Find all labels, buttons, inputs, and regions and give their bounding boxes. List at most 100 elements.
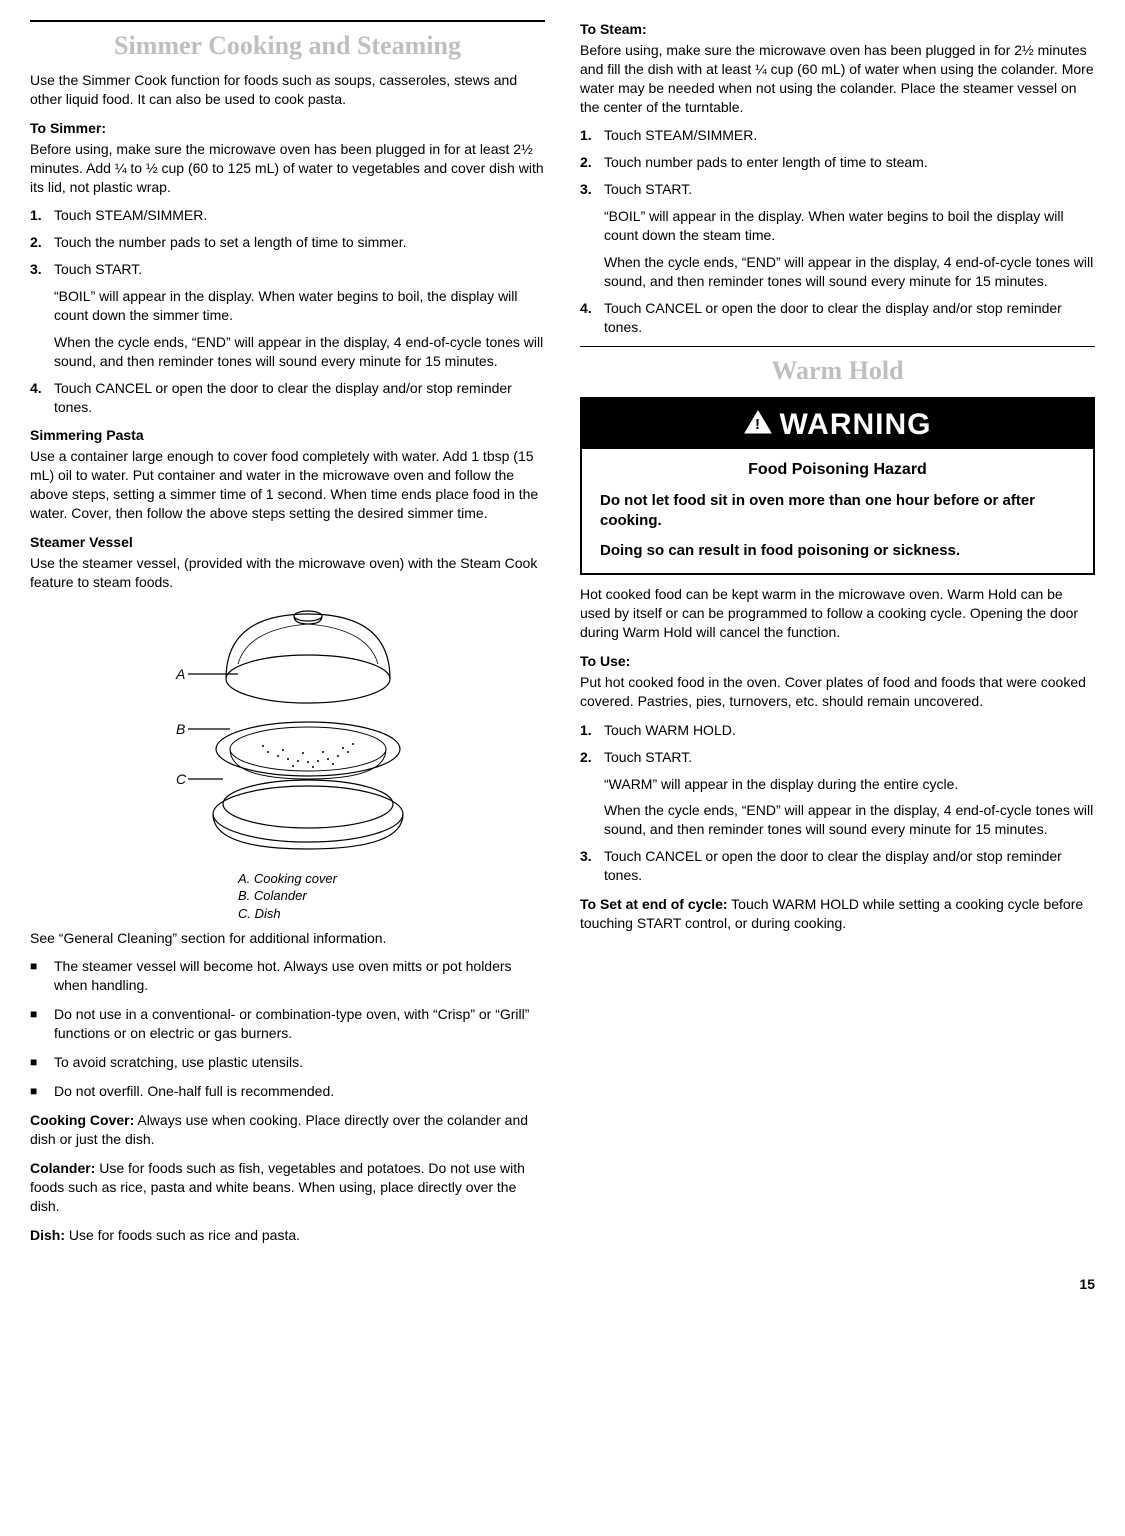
step-text: When the cycle ends, “END” will appear i… [604,801,1095,839]
step-number: 4. [30,379,54,417]
step-body: Touch CANCEL or open the door to clear t… [54,379,545,417]
step-text: When the cycle ends, “END” will appear i… [604,253,1095,291]
label-b: B [176,721,185,737]
step-item: 4.Touch CANCEL or open the door to clear… [580,299,1095,337]
step-number: 1. [580,126,604,145]
vessel-head: Steamer Vessel [30,533,545,552]
step-body: Touch STEAM/SIMMER. [54,206,545,225]
step-item: 2.Touch the number pads to set a length … [30,233,545,252]
step-item: 1.Touch WARM HOLD. [580,721,1095,740]
step-text: “WARM” will appear in the display during… [604,775,1095,794]
label-c: C [176,771,187,787]
step-body: Touch STEAM/SIMMER. [604,126,1095,145]
colander-label: Colander: [30,1160,95,1176]
intro-text: Use the Simmer Cook function for foods s… [30,71,545,109]
warning-line-2: Doing so can result in food poisoning or… [600,541,1075,561]
rule [580,346,1095,347]
dish-text: Use for foods such as rice and pasta. [65,1227,300,1243]
section-title-warmhold: Warm Hold [580,353,1095,388]
steamer-svg: A B C [138,604,438,864]
to-set-para: To Set at end of cycle: Touch WARM HOLD … [580,895,1095,933]
bullet-text: To avoid scratching, use plastic utensil… [54,1053,303,1072]
warning-icon: ! [744,410,772,439]
cover-label: Cooking Cover: [30,1112,134,1128]
bullet-item: Do not overfill. One-half full is recomm… [30,1082,545,1101]
dish-label: Dish: [30,1227,65,1243]
dish-para: Dish: Use for foods such as rice and pas… [30,1226,545,1245]
to-steam-head: To Steam: [580,20,1095,39]
step-text: Touch START. [54,260,545,279]
vessel-bullets: The steamer vessel will become hot. Alwa… [30,957,545,1101]
right-column: To Steam: Before using, make sure the mi… [580,20,1095,1255]
step-body: Touch START. “WARM” will appear in the di… [604,748,1095,840]
step-text: Touch number pads to enter length of tim… [604,153,1095,172]
warmhold-intro: Hot cooked food can be kept warm in the … [580,585,1095,642]
step-body: Touch START. “BOIL” will appear in the di… [54,260,545,370]
step-number: 1. [580,721,604,740]
step-number: 4. [580,299,604,337]
step-text: Touch CANCEL or open the door to clear t… [604,847,1095,885]
step-item: 3.Touch CANCEL or open the door to clear… [580,847,1095,885]
step-number: 1. [30,206,54,225]
colander-text: Use for foods such as fish, vegetables a… [30,1160,525,1214]
step-number: 3. [580,180,604,290]
to-set-label: To Set at end of cycle: [580,896,728,912]
label-a: A [175,666,185,682]
to-simmer-head: To Simmer: [30,119,545,138]
step-item: 2.Touch START. “WARM” will appear in the … [580,748,1095,840]
warning-header: ! WARNING [582,399,1093,450]
to-use-steps: 1.Touch WARM HOLD.2.Touch START.“WARM” w… [580,721,1095,885]
step-item: 3.Touch START.“BOIL” will appear in the … [580,180,1095,290]
page-number: 15 [30,1275,1095,1294]
step-item: 3.Touch START. “BOIL” will appear in the … [30,260,545,370]
step-body: Touch START.“BOIL” will appear in the di… [604,180,1095,290]
step-text: Touch WARM HOLD. [604,721,1095,740]
step-text: Touch the number pads to set a length of… [54,233,545,252]
step-text: Touch START. [604,748,1095,767]
step-body: Touch number pads to enter length of tim… [604,153,1095,172]
to-steam-steps: 1.Touch STEAM/SIMMER.2.Touch number pads… [580,126,1095,336]
warning-line-1: Do not let food sit in oven more than on… [600,491,1075,532]
steamer-figure: A B C A. Cooking cover B. Colander C. Di… [30,604,545,923]
bullet-item: Do not use in a conventional- or combina… [30,1005,545,1043]
svg-text:!: ! [755,416,761,433]
step-item: 2.Touch number pads to enter length of t… [580,153,1095,172]
step-number: 3. [30,260,54,370]
step-text: “BOIL” will appear in the display. When … [54,287,545,325]
step-text: Touch STEAM/SIMMER. [604,126,1095,145]
step-number: 2. [580,748,604,840]
rule [30,20,545,22]
to-simmer-pre: Before using, make sure the microwave ov… [30,140,545,197]
step-item: 4.Touch CANCEL or open the door to clear… [30,379,545,417]
warning-title: WARNING [780,405,932,446]
step-item: 1.Touch STEAM/SIMMER. [30,206,545,225]
bullet-text: The steamer vessel will become hot. Alwa… [54,957,545,995]
step-text: Touch STEAM/SIMMER. [54,206,545,225]
step-text: Touch CANCEL or open the door to clear t… [54,379,545,417]
bullet-item: The steamer vessel will become hot. Alwa… [30,957,545,995]
step-text: Touch CANCEL or open the door to clear t… [604,299,1095,337]
legend: A. Cooking cover B. Colander C. Dish [238,870,337,923]
step-body: Touch CANCEL or open the door to clear t… [604,847,1095,885]
legend-c: C. Dish [238,905,337,923]
pasta-body: Use a container large enough to cover fo… [30,447,545,523]
step-body: Touch the number pads to set a length of… [54,233,545,252]
step-number: 2. [580,153,604,172]
bullet-text: Do not overfill. One-half full is recomm… [54,1082,334,1101]
warning-hazard: Food Poisoning Hazard [600,459,1075,481]
legend-a: A. Cooking cover [238,870,337,888]
step-number: 2. [30,233,54,252]
pasta-head: Simmering Pasta [30,426,545,445]
bullet-text: Do not use in a conventional- or combina… [54,1005,545,1043]
to-simmer-steps: 1.Touch STEAM/SIMMER.2.Touch the number … [30,206,545,416]
step-text: Touch START. [604,180,1095,199]
section-title-simmer: Simmer Cooking and Steaming [30,28,545,63]
page: Simmer Cooking and Steaming Use the Simm… [30,20,1095,1255]
to-use-head: To Use: [580,652,1095,671]
warning-body: Food Poisoning Hazard Do not let food si… [582,449,1093,573]
to-steam-pre: Before using, make sure the microwave ov… [580,41,1095,117]
step-body: Touch WARM HOLD. [604,721,1095,740]
bullet-item: To avoid scratching, use plastic utensil… [30,1053,545,1072]
step-item: 1.Touch STEAM/SIMMER. [580,126,1095,145]
step-body: Touch CANCEL or open the door to clear t… [604,299,1095,337]
